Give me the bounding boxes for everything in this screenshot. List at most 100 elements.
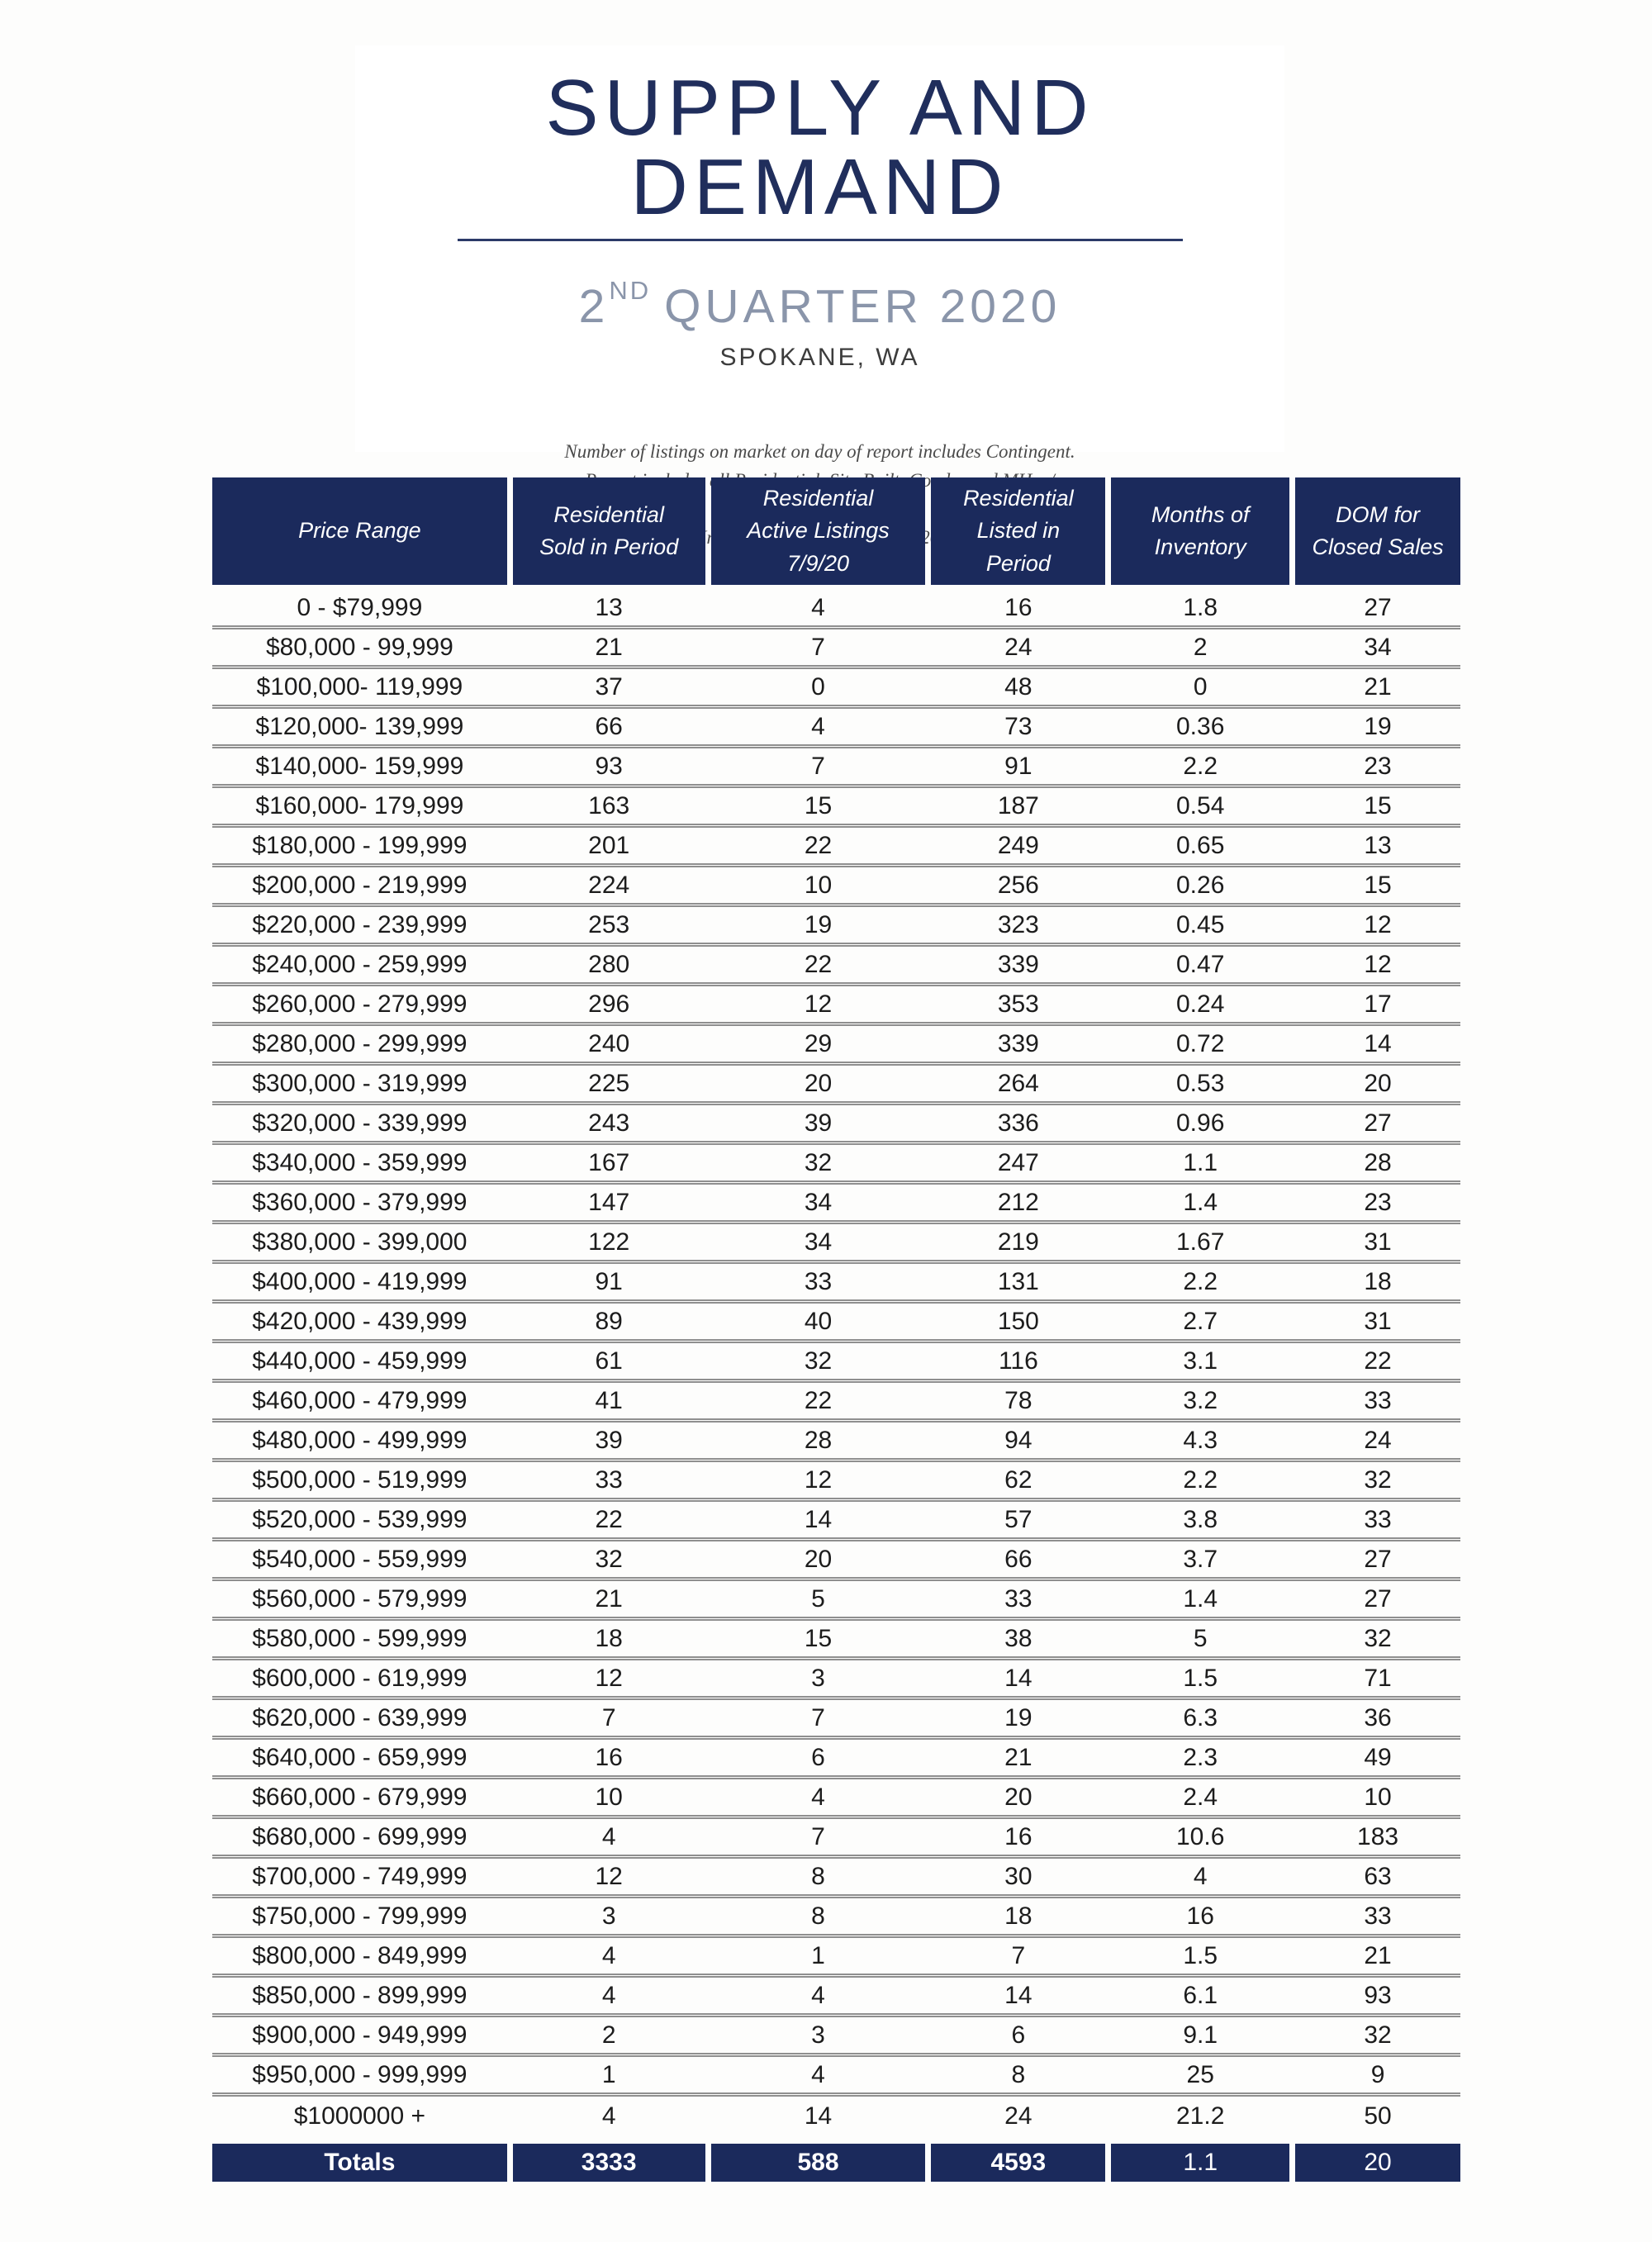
listed-in-period-cell: 16 [1004,1822,1032,1850]
price-range-cell: $700,000 - 749,999 [252,1862,468,1890]
price-range-cell: $220,000 - 239,999 [252,910,468,938]
months-of-inventory-cell: 1.4 [1183,1188,1218,1216]
listed-in-period-cell: 323 [997,910,1039,938]
totals-dom: 20 [1295,2144,1460,2182]
table-body: 0 - $79,999 13 4 16 1.8 27 $80,000 - 99,… [212,590,1460,2136]
listed-in-period-cell: 57 [1004,1505,1032,1533]
sold-in-period-cell: 225 [588,1069,630,1097]
totals-listed: 4593 [931,2144,1106,2182]
sold-in-period-cell: 22 [595,1505,623,1533]
listed-in-period-cell: 264 [997,1069,1039,1097]
sold-in-period-cell: 253 [588,910,630,938]
sold-in-period-cell: 122 [588,1228,630,1256]
dom-closed-sales-cell: 12 [1364,910,1392,938]
listed-in-period-cell: 62 [1004,1465,1032,1494]
dom-closed-sales-cell: 36 [1364,1703,1392,1731]
months-of-inventory-cell: 4 [1193,1862,1208,1890]
dom-closed-sales-cell: 33 [1364,1902,1392,1930]
price-range-cell: $580,000 - 599,999 [252,1624,468,1652]
sold-in-period-cell: 4 [601,1941,616,1969]
sold-in-period-cell: 39 [595,1426,623,1454]
dom-closed-sales-cell: 32 [1364,1465,1392,1494]
active-listings-cell: 19 [804,910,833,938]
table-row: $200,000 - 219,999 224 10 256 0.26 15 [212,867,1460,907]
supply-demand-table: Price Range Residential Sold in Period R… [212,477,1460,2182]
sold-in-period-cell: 21 [595,633,623,661]
active-listings-cell: 6 [811,1743,825,1771]
active-listings-cell: 4 [811,712,825,740]
table-row: 0 - $79,999 13 4 16 1.8 27 [212,590,1460,629]
table-row: $340,000 - 359,999 167 32 247 1.1 28 [212,1145,1460,1185]
sold-in-period-cell: 4 [601,1981,616,2009]
table-row: $260,000 - 279,999 296 12 353 0.24 17 [212,986,1460,1026]
dom-closed-sales-cell: 17 [1364,990,1392,1018]
listed-in-period-cell: 256 [997,871,1039,899]
listed-in-period-cell: 14 [1004,1981,1032,2009]
price-range-cell: $950,000 - 999,999 [252,2060,468,2088]
sold-in-period-cell: 32 [595,1545,623,1573]
sold-in-period-cell: 4 [601,1822,616,1850]
dom-closed-sales-cell: 27 [1364,1545,1392,1573]
active-listings-cell: 7 [811,1703,825,1731]
months-of-inventory-cell: 1.5 [1183,1941,1218,1969]
dom-closed-sales-cell: 12 [1364,950,1392,978]
active-listings-cell: 7 [811,633,825,661]
active-listings-cell: 5 [811,1584,825,1613]
listed-in-period-cell: 94 [1004,1426,1032,1454]
sold-in-period-cell: 16 [595,1743,623,1771]
active-listings-cell: 12 [804,990,833,1018]
active-listings-cell: 39 [804,1109,833,1137]
active-listings-cell: 4 [811,2060,825,2088]
table-row: $500,000 - 519,999 33 12 62 2.2 32 [212,1462,1460,1502]
active-listings-cell: 14 [804,1505,833,1533]
sold-in-period-cell: 61 [595,1347,623,1375]
table-row: $700,000 - 749,999 12 8 30 4 63 [212,1859,1460,1898]
sold-in-period-cell: 41 [595,1386,623,1414]
dom-closed-sales-cell: 32 [1364,1624,1392,1652]
sold-in-period-cell: 91 [595,1267,623,1295]
active-listings-cell: 40 [804,1307,833,1335]
price-range-cell: $850,000 - 899,999 [252,1981,468,2009]
price-range-cell: $440,000 - 459,999 [252,1347,468,1375]
price-range-cell: $520,000 - 539,999 [252,1505,468,1533]
price-range-cell: $900,000 - 949,999 [252,2021,468,2049]
sold-in-period-cell: 4 [601,2102,616,2130]
months-of-inventory-cell: 0.36 [1176,712,1225,740]
dom-closed-sales-cell: 9 [1370,2060,1385,2088]
table-row: $460,000 - 479,999 41 22 78 3.2 33 [212,1383,1460,1423]
months-of-inventory-cell: 0.65 [1176,831,1225,859]
active-listings-cell: 28 [804,1426,833,1454]
dom-closed-sales-cell: 32 [1364,2021,1392,2049]
listed-in-period-cell: 219 [997,1228,1039,1256]
price-range-cell: $180,000 - 199,999 [252,831,468,859]
price-range-cell: $260,000 - 279,999 [252,990,468,1018]
sold-in-period-cell: 37 [595,672,623,701]
price-range-cell: 0 - $79,999 [297,593,423,621]
listed-in-period-cell: 24 [1004,2102,1032,2130]
months-of-inventory-cell: 3.2 [1183,1386,1218,1414]
dom-closed-sales-cell: 14 [1364,1029,1392,1057]
table-row: $560,000 - 579,999 21 5 33 1.4 27 [212,1581,1460,1621]
dom-closed-sales-cell: 63 [1364,1862,1392,1890]
listed-in-period-cell: 150 [997,1307,1039,1335]
price-range-cell: $300,000 - 319,999 [252,1069,468,1097]
listed-in-period-cell: 7 [1011,1941,1026,1969]
months-of-inventory-cell: 0.45 [1176,910,1225,938]
table-row: $240,000 - 259,999 280 22 339 0.47 12 [212,947,1460,986]
table-row: $380,000 - 399,000 122 34 219 1.67 31 [212,1224,1460,1264]
price-range-cell: $380,000 - 399,000 [252,1228,468,1256]
sold-in-period-cell: 7 [601,1703,616,1731]
active-listings-cell: 34 [804,1188,833,1216]
dom-closed-sales-cell: 24 [1364,1426,1392,1454]
header-price-range: Price Range [212,477,507,585]
months-of-inventory-cell: 6.3 [1183,1703,1218,1731]
table-row: $160,000- 179,999 163 15 187 0.54 15 [212,788,1460,828]
table-totals-row: Totals 3333 588 4593 1.1 20 [212,2144,1460,2182]
active-listings-cell: 15 [804,791,833,819]
table-row: $680,000 - 699,999 4 7 16 10.6 183 [212,1819,1460,1859]
active-listings-cell: 32 [804,1148,833,1176]
price-range-cell: $660,000 - 679,999 [252,1783,468,1811]
sold-in-period-cell: 163 [588,791,630,819]
listed-in-period-cell: 66 [1004,1545,1032,1573]
